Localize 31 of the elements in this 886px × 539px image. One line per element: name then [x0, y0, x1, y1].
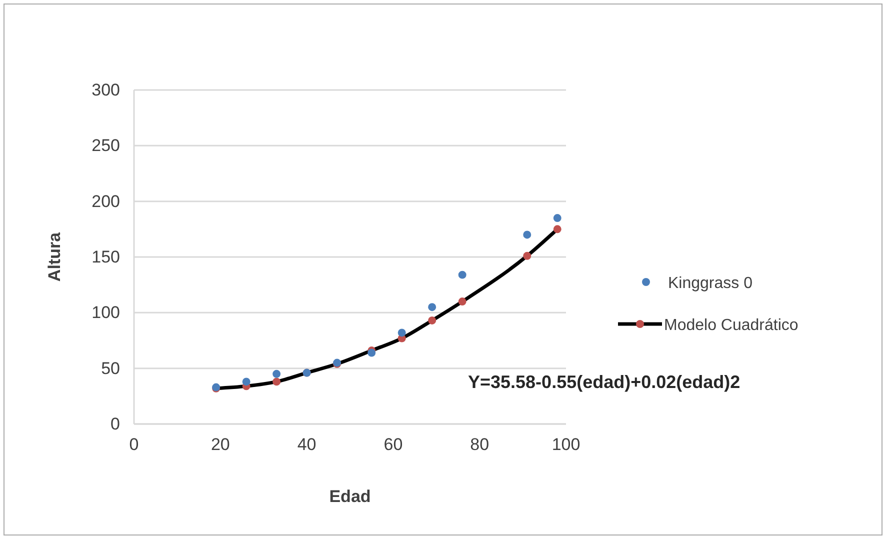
- y-tick-label: 100: [92, 303, 120, 322]
- y-axis-title: Altura: [45, 232, 64, 282]
- y-tick-label: 300: [92, 80, 120, 100]
- point: [458, 270, 466, 279]
- point: [428, 316, 436, 324]
- point: [523, 230, 532, 239]
- point: [398, 328, 406, 337]
- point: [368, 348, 376, 357]
- x-tick-label: 0: [129, 435, 139, 454]
- y-tick-label: 250: [92, 136, 120, 156]
- point: [553, 225, 562, 234]
- point: [523, 252, 532, 260]
- annotation: Y=35.58-0.55(edad)+0.02(edad)2: [468, 372, 740, 392]
- legend-label: Modelo Cuadrático: [664, 317, 798, 334]
- point: [428, 303, 436, 312]
- x-axis-title: Edad: [329, 487, 371, 506]
- x-tick-label: 80: [470, 435, 490, 454]
- point: [272, 370, 281, 378]
- legend-label: Kinggrass 0: [668, 275, 753, 292]
- y-tick-label: 150: [92, 247, 120, 266]
- point: [272, 378, 281, 386]
- y-tick-label: 50: [101, 358, 120, 378]
- point: [242, 378, 250, 386]
- y-tick-label: 0: [110, 414, 120, 434]
- point: [553, 214, 562, 222]
- x-tick-label: 20: [210, 435, 230, 454]
- point: [458, 298, 466, 306]
- y-tick-label: 200: [92, 192, 120, 211]
- x-tick-label: 60: [384, 435, 403, 454]
- x-tick-label: 40: [297, 435, 316, 454]
- x-tick-label: 100: [552, 435, 580, 454]
